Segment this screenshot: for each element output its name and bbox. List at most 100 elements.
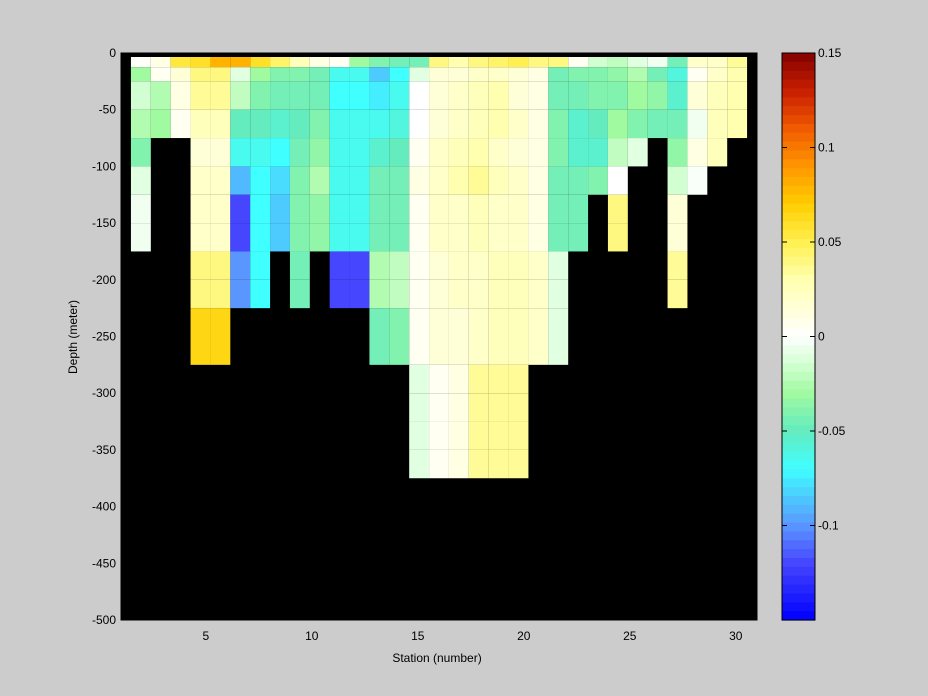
- heatmap-cell: [627, 67, 648, 82]
- heatmap-cell: [289, 67, 310, 82]
- heatmap-cell: [667, 223, 688, 252]
- heatmap-cell: [468, 449, 489, 479]
- x-tick-label: 20: [517, 629, 531, 643]
- heatmap-cell: [349, 166, 370, 195]
- heatmap-cell: [488, 364, 509, 394]
- heatmap-cell: [270, 109, 290, 139]
- heatmap-cell: [349, 109, 370, 139]
- colorbar-tick-label: -0.05: [818, 424, 846, 438]
- heatmap-cell: [548, 251, 569, 280]
- heatmap-cell: [707, 67, 728, 82]
- heatmap-cell: [349, 81, 370, 110]
- heatmap-cell: [607, 67, 628, 82]
- colorbar-swatch: [782, 292, 815, 302]
- colorbar-swatch: [782, 247, 815, 258]
- heatmap-cell: [468, 421, 489, 450]
- heatmap-cell: [429, 138, 449, 167]
- x-axis-label: Station (number): [392, 651, 481, 665]
- heatmap-cell: [448, 138, 469, 167]
- heatmap-cell: [508, 393, 529, 422]
- heatmap-cell: [647, 67, 668, 82]
- heatmap-cell: [488, 109, 509, 139]
- y-axis-label: Depth (meter): [66, 300, 80, 374]
- colorbar-swatch: [782, 584, 815, 595]
- heatmap-cell: [607, 194, 628, 224]
- heatmap-cell: [508, 67, 529, 82]
- colorbar-swatch: [782, 371, 815, 382]
- heatmap-cell: [150, 67, 171, 82]
- heatmap-cell: [230, 194, 251, 224]
- heatmap-cell: [429, 449, 449, 479]
- colorbar-swatch: [782, 602, 815, 612]
- colorbar-swatch: [782, 301, 815, 311]
- heatmap-cell: [210, 308, 231, 337]
- heatmap-cell: [369, 166, 390, 195]
- heatmap-cell: [528, 67, 549, 82]
- colorbar-swatch: [782, 380, 815, 391]
- heatmap-cell: [230, 223, 251, 252]
- heatmap-cell: [468, 336, 489, 365]
- heatmap-cell: [488, 421, 509, 450]
- heatmap-cell: [727, 67, 748, 82]
- heatmap-cell: [210, 109, 231, 139]
- heatmap-cell: [448, 279, 469, 309]
- heatmap-cell: [448, 109, 469, 139]
- heatmap-cell: [369, 336, 390, 365]
- y-tick-label: -450: [92, 556, 116, 570]
- heatmap-cell: [488, 223, 509, 252]
- heatmap-cell: [369, 223, 390, 252]
- heatmap-cell: [230, 81, 251, 110]
- heatmap-cell: [349, 223, 370, 252]
- colorbar-swatch: [782, 283, 815, 293]
- colorbar-swatch: [782, 79, 815, 90]
- heatmap-cell: [528, 194, 549, 224]
- colorbar-swatch: [782, 159, 815, 169]
- heatmap-cell: [448, 421, 469, 450]
- heatmap-cell: [687, 109, 708, 139]
- heatmap-cell: [488, 194, 509, 224]
- colorbar-swatch: [782, 469, 815, 479]
- heatmap-cell: [548, 109, 569, 139]
- heatmap-cell: [548, 166, 569, 195]
- heatmap-cell: [607, 109, 628, 139]
- heatmap-cell: [170, 109, 191, 139]
- heatmap-cell: [568, 81, 589, 110]
- y-tick-label: -150: [92, 216, 116, 230]
- heatmap-cell: [389, 138, 410, 167]
- x-tick-label: 30: [729, 629, 743, 643]
- heatmap-cell: [389, 166, 410, 195]
- heatmap-cell: [468, 67, 489, 82]
- heatmap-cell: [270, 67, 290, 82]
- heatmap-cell: [409, 194, 430, 224]
- heatmap-cell: [210, 194, 231, 224]
- heatmap-cell: [250, 279, 271, 309]
- heatmap-cell: [369, 194, 390, 224]
- heatmap-cell: [627, 138, 648, 167]
- heatmap-cell: [289, 109, 310, 139]
- heatmap-cell: [270, 223, 290, 252]
- y-tick-label: -400: [92, 500, 116, 514]
- heatmap-cell: [309, 138, 330, 167]
- heatmap-cell: [687, 138, 708, 167]
- heatmap-cell: [150, 109, 171, 139]
- colorbar-swatch: [782, 88, 815, 98]
- heatmap-cell: [409, 138, 430, 167]
- heatmap-cell: [190, 308, 211, 337]
- heatmap-cell: [250, 166, 271, 195]
- heatmap-cell: [389, 67, 410, 82]
- heatmap-cell: [409, 166, 430, 195]
- y-tick-label: -350: [92, 443, 116, 457]
- heatmap-cell: [289, 251, 310, 280]
- colorbar-swatch: [782, 398, 815, 408]
- heatmap-cell: [727, 109, 748, 139]
- heatmap-cell: [508, 421, 529, 450]
- heatmap-cell: [667, 194, 688, 224]
- heatmap-cell: [468, 393, 489, 422]
- heatmap-cell: [588, 81, 608, 110]
- colorbar-swatch: [782, 495, 815, 506]
- colorbar-swatch: [782, 549, 815, 559]
- heatmap-cell: [468, 81, 489, 110]
- heatmap-cell: [568, 67, 589, 82]
- heatmap-cell: [468, 138, 489, 167]
- colorbar-swatch: [782, 123, 815, 134]
